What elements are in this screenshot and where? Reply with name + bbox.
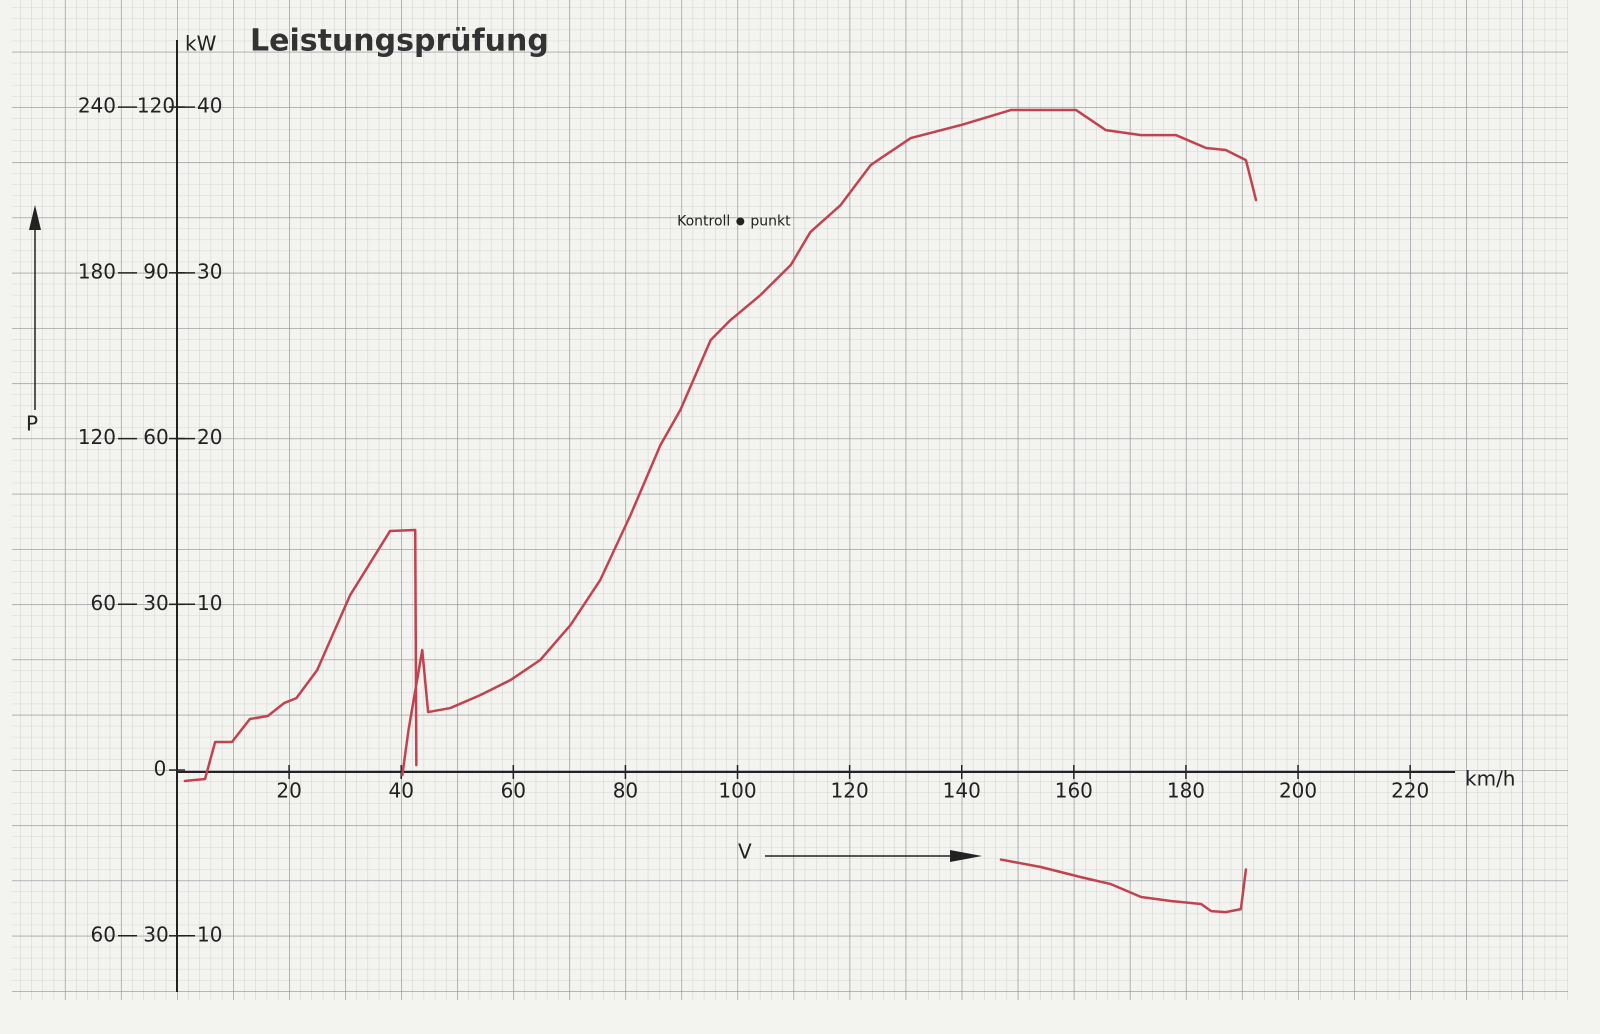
y3-tick-label: 240 [78,94,116,118]
y2-tick-label: 30 [143,922,168,946]
x-tick-label: 180 [1167,779,1205,803]
x-tick-label: 100 [718,779,756,803]
y-tick-label: 30 [197,259,222,283]
x-tick-label: 140 [943,779,981,803]
x-tick-label: 120 [831,779,869,803]
x-tick-label: 160 [1055,779,1093,803]
y2-tick-label: 120 [137,94,175,118]
y2-tick-label: 60 [143,425,168,449]
major-grid [12,0,1568,1000]
y-axis-label: P [26,412,38,436]
x-tick-label: 40 [388,779,413,803]
x-tick-label: 200 [1279,779,1317,803]
y3-tick-label: 60 [91,591,116,615]
x-tick-label: 80 [613,779,638,803]
y-tick-label: 20 [197,425,222,449]
chart-title: Leistungsprüfung [250,24,549,59]
control-label: Kontroll [677,213,730,229]
y-arrow-head [29,205,41,230]
y-tick-label: 0 [154,757,167,781]
x-tick-label: 220 [1391,779,1429,803]
control-point [736,217,745,226]
y2-tick-label: 30 [143,591,168,615]
y-tick-label: 10 [197,922,222,946]
y-tick-label: 10 [197,591,222,615]
power-curve [183,108,1258,783]
x-unit: km/h [1465,767,1515,791]
x-tick-label: 60 [501,779,526,803]
y3-tick-label: 180 [78,259,116,283]
y2-tick-label: 90 [143,259,168,283]
y3-tick-label: 120 [78,425,116,449]
x-arrow-head [950,850,982,862]
y-tick-label: 40 [197,94,222,118]
control-label: punkt [750,213,791,229]
x-tick-label: 20 [276,779,301,803]
y-unit: kW [185,32,217,56]
power-curve [999,858,1248,914]
y3-tick-label: 60 [91,922,116,946]
x-axis-label: V [738,840,752,864]
